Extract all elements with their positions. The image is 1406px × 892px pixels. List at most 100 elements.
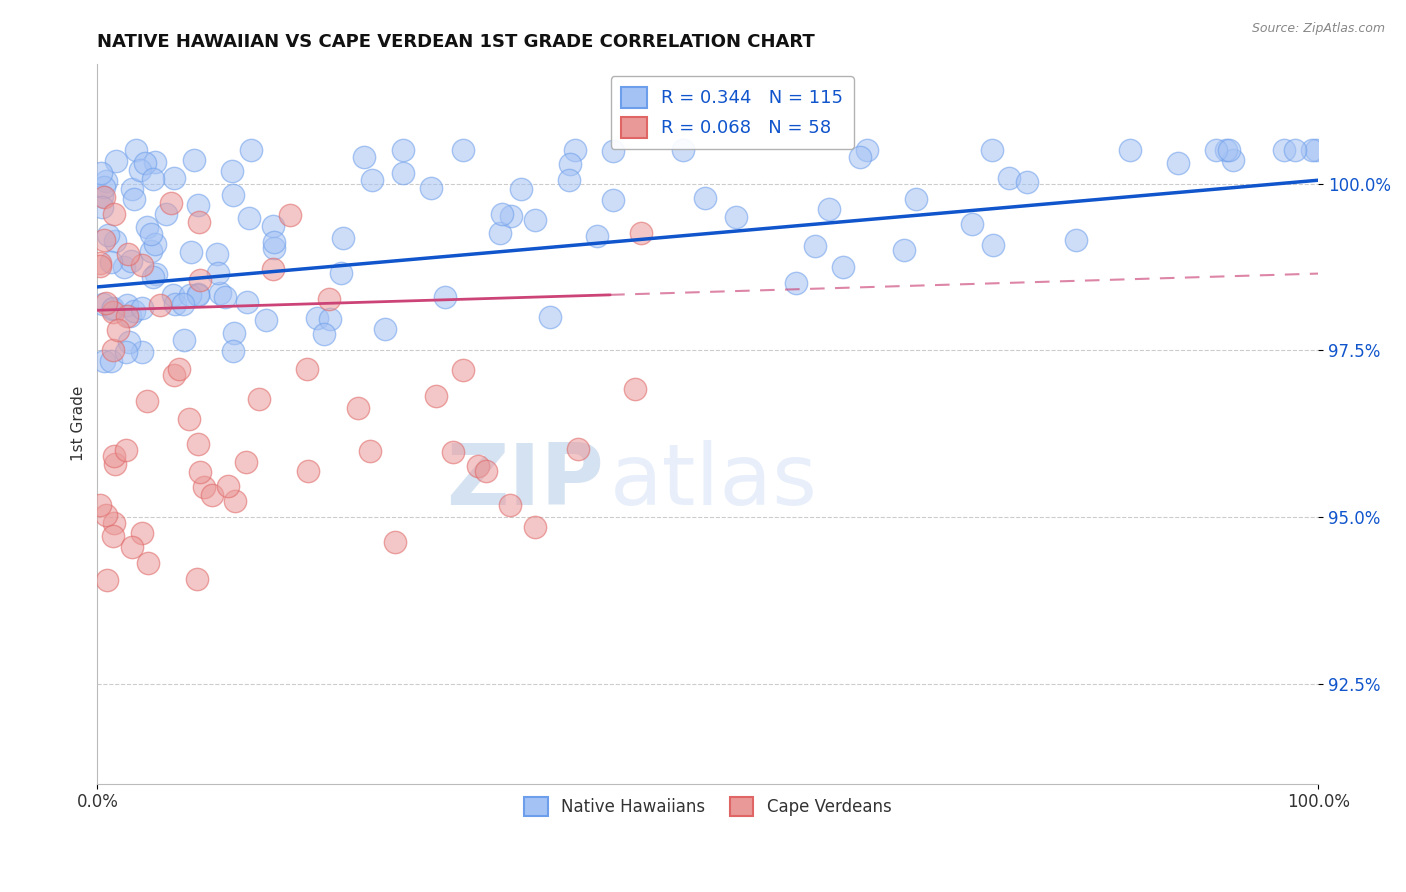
Point: [222, 343, 245, 358]
Point: [489, 226, 512, 240]
Point: [329, 266, 352, 280]
Point: [101, 301, 124, 316]
Point: [93, 233, 115, 247]
Point: [848, 150, 870, 164]
Point: [155, 207, 177, 221]
Point: [247, 392, 270, 407]
Point: [131, 345, 153, 359]
Point: [297, 362, 319, 376]
Point: [162, 288, 184, 302]
Point: [254, 313, 277, 327]
Point: [391, 143, 413, 157]
Point: [467, 458, 489, 473]
Point: [96, 173, 118, 187]
Point: [104, 235, 127, 249]
Point: [441, 444, 464, 458]
Point: [785, 277, 807, 291]
Point: [101, 305, 124, 319]
Point: [97, 228, 120, 243]
Point: [538, 310, 561, 324]
Point: [103, 449, 125, 463]
Point: [121, 540, 143, 554]
Point: [962, 218, 984, 232]
Point: [818, 202, 841, 217]
Point: [558, 173, 581, 187]
Point: [100, 255, 122, 269]
Point: [145, 267, 167, 281]
Point: [101, 529, 124, 543]
Point: [224, 326, 246, 340]
Point: [262, 219, 284, 234]
Point: [832, 260, 855, 274]
Point: [179, 288, 201, 302]
Point: [360, 172, 382, 186]
Point: [138, 556, 160, 570]
Point: [163, 368, 186, 382]
Point: [188, 215, 211, 229]
Point: [131, 301, 153, 316]
Point: [420, 181, 443, 195]
Point: [297, 464, 319, 478]
Point: [893, 243, 915, 257]
Point: [312, 326, 335, 341]
Point: [208, 285, 231, 300]
Point: [391, 167, 413, 181]
Point: [1218, 143, 1240, 157]
Point: [695, 191, 717, 205]
Point: [359, 443, 381, 458]
Point: [425, 388, 447, 402]
Point: [1222, 153, 1244, 167]
Point: [159, 196, 181, 211]
Text: atlas: atlas: [610, 440, 818, 523]
Point: [558, 157, 581, 171]
Point: [135, 393, 157, 408]
Point: [187, 437, 209, 451]
Point: [96, 573, 118, 587]
Point: [980, 143, 1002, 157]
Point: [262, 262, 284, 277]
Point: [602, 144, 624, 158]
Point: [725, 211, 748, 225]
Point: [451, 143, 474, 157]
Point: [318, 293, 340, 307]
Point: [91, 297, 114, 311]
Legend: Native Hawaiians, Cape Verdeans: Native Hawaiians, Cape Verdeans: [515, 787, 901, 826]
Point: [139, 227, 162, 241]
Point: [142, 270, 165, 285]
Point: [200, 488, 222, 502]
Point: [384, 534, 406, 549]
Point: [136, 220, 159, 235]
Point: [91, 200, 114, 214]
Point: [129, 162, 152, 177]
Point: [238, 211, 260, 225]
Point: [103, 207, 125, 221]
Point: [93, 354, 115, 368]
Point: [353, 150, 375, 164]
Point: [167, 361, 190, 376]
Point: [187, 197, 209, 211]
Point: [91, 188, 114, 202]
Point: [501, 209, 523, 223]
Point: [186, 572, 208, 586]
Point: [120, 253, 142, 268]
Point: [131, 526, 153, 541]
Point: [94, 296, 117, 310]
Point: [510, 182, 533, 196]
Point: [475, 464, 498, 478]
Point: [188, 272, 211, 286]
Point: [207, 266, 229, 280]
Point: [1015, 175, 1038, 189]
Point: [319, 312, 342, 326]
Point: [103, 343, 125, 358]
Point: [524, 520, 547, 534]
Y-axis label: 1st Grade: 1st Grade: [72, 386, 86, 461]
Point: [93, 180, 115, 194]
Point: [217, 479, 239, 493]
Point: [115, 344, 138, 359]
Text: ZIP: ZIP: [446, 440, 605, 523]
Point: [193, 480, 215, 494]
Point: [188, 465, 211, 479]
Point: [134, 156, 156, 170]
Point: [855, 143, 877, 157]
Text: Source: ZipAtlas.com: Source: ZipAtlas.com: [1251, 22, 1385, 36]
